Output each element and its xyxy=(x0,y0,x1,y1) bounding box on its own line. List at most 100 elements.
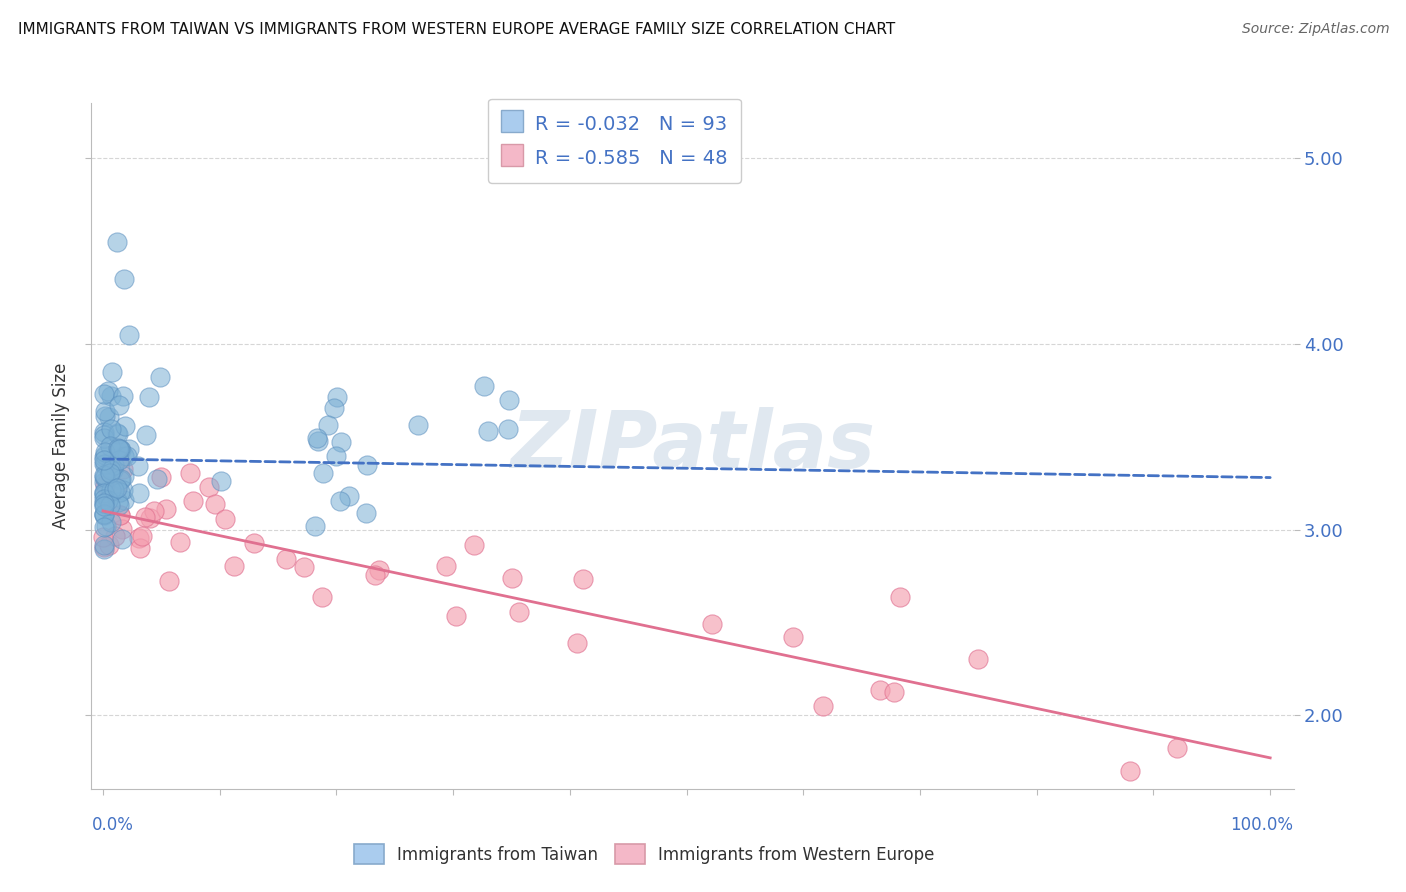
Point xyxy=(316,418,339,433)
Point xyxy=(204,497,226,511)
Point xyxy=(276,552,298,566)
Point xyxy=(325,449,347,463)
Point xyxy=(111,533,134,547)
Point xyxy=(100,461,122,475)
Point xyxy=(100,422,122,436)
Point xyxy=(149,370,172,384)
Point xyxy=(112,449,135,463)
Point xyxy=(100,483,122,498)
Point xyxy=(97,492,120,507)
Point xyxy=(94,457,117,471)
Point xyxy=(93,450,115,465)
Point xyxy=(93,386,115,401)
Point xyxy=(181,494,204,508)
Point xyxy=(326,390,349,404)
Point xyxy=(93,453,115,467)
Point xyxy=(108,508,131,523)
Point xyxy=(292,560,315,574)
Point xyxy=(118,327,141,342)
Point xyxy=(572,572,595,586)
Point xyxy=(98,498,121,512)
Point xyxy=(107,498,129,512)
Point xyxy=(108,508,131,522)
Point xyxy=(98,439,121,453)
Point xyxy=(128,541,150,556)
Point xyxy=(337,489,360,503)
Point xyxy=(496,422,519,436)
Point xyxy=(94,470,117,484)
Point xyxy=(354,506,377,520)
Point xyxy=(98,410,121,425)
Point xyxy=(100,462,122,476)
Point xyxy=(112,272,135,286)
Point xyxy=(93,485,115,500)
Point xyxy=(94,409,117,423)
Point xyxy=(330,434,353,449)
Point xyxy=(108,484,131,499)
Point xyxy=(93,541,115,556)
Point xyxy=(135,428,157,442)
Point xyxy=(434,559,457,574)
Point xyxy=(93,457,115,471)
Point xyxy=(307,431,329,445)
Point xyxy=(112,462,135,476)
Point xyxy=(93,445,115,459)
Point xyxy=(93,431,115,445)
Point xyxy=(222,558,245,573)
Point xyxy=(93,507,115,521)
Point xyxy=(105,235,128,249)
Point xyxy=(93,428,115,442)
Point xyxy=(142,503,165,517)
Point xyxy=(134,510,156,524)
Point xyxy=(93,496,115,510)
Point xyxy=(368,563,391,577)
Point xyxy=(114,419,136,434)
Point xyxy=(304,519,326,533)
Point xyxy=(869,682,891,697)
Point xyxy=(91,530,114,544)
Point xyxy=(128,485,150,500)
Point xyxy=(108,473,131,487)
Point xyxy=(108,452,131,467)
Point xyxy=(104,529,127,543)
Point xyxy=(356,458,378,473)
Point xyxy=(93,508,115,522)
Point xyxy=(501,571,523,585)
Point xyxy=(112,483,135,498)
Point xyxy=(107,427,129,442)
Text: IMMIGRANTS FROM TAIWAN VS IMMIGRANTS FROM WESTERN EUROPE AVERAGE FAMILY SIZE COR: IMMIGRANTS FROM TAIWAN VS IMMIGRANTS FRO… xyxy=(18,22,896,37)
Point xyxy=(110,442,132,457)
Point xyxy=(508,606,530,620)
Point xyxy=(93,540,115,554)
Point xyxy=(101,365,124,379)
Point xyxy=(93,508,115,523)
Point xyxy=(93,485,115,500)
Point xyxy=(108,442,131,456)
Y-axis label: Average Family Size: Average Family Size xyxy=(52,363,70,529)
Point xyxy=(157,574,180,588)
Point xyxy=(1166,741,1188,756)
Point xyxy=(128,531,150,545)
Point xyxy=(477,424,499,438)
Point xyxy=(112,492,135,507)
Point xyxy=(312,466,335,480)
Point xyxy=(307,434,329,448)
Point xyxy=(127,458,149,473)
Point xyxy=(93,488,115,502)
Point xyxy=(93,499,115,513)
Point xyxy=(967,652,990,666)
Point xyxy=(209,474,232,488)
Point xyxy=(243,536,266,550)
Text: 0.0%: 0.0% xyxy=(91,816,134,834)
Point xyxy=(145,472,167,486)
Point xyxy=(1119,764,1142,778)
Point xyxy=(101,463,124,477)
Point xyxy=(406,418,429,433)
Point xyxy=(782,631,804,645)
Point xyxy=(110,442,132,457)
Point xyxy=(179,466,201,480)
Point xyxy=(155,501,177,516)
Point xyxy=(105,481,128,495)
Point xyxy=(105,425,128,440)
Point xyxy=(472,379,495,393)
